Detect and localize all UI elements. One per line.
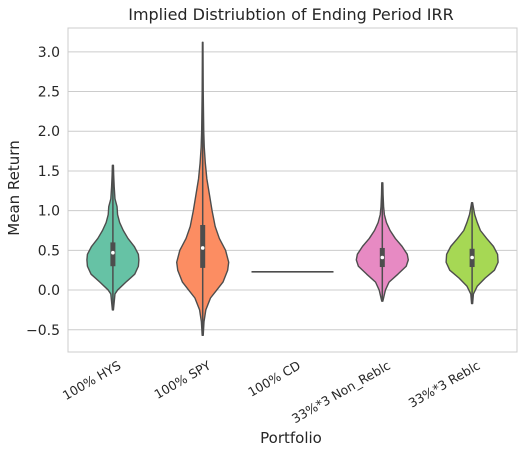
y-tick-label: 1.0: [38, 204, 60, 220]
x-tick-label: 33%*3 Non_Reblc: [289, 358, 393, 427]
x-tick-label: 100% SPY: [152, 357, 214, 401]
violin-median-point: [470, 255, 474, 260]
plot-frame: [67, 27, 518, 353]
grid-lines: [68, 51, 517, 331]
y-tick-label: 0.0: [38, 283, 60, 299]
y-tick-label: 0.5: [38, 243, 60, 259]
x-axis-label: Portfolio: [260, 429, 322, 447]
y-tick-label: 1.5: [38, 164, 60, 180]
x-tick-label: 100% HYS: [60, 358, 124, 403]
x-tick-label: 33%*3 Reblc: [406, 358, 483, 411]
violin-median-point: [111, 250, 115, 255]
y-tick-label: 2.5: [38, 85, 60, 101]
y-tick-label: −0.5: [26, 323, 60, 339]
violin-median-point: [200, 246, 205, 250]
x-tick-label: 100% CD: [245, 358, 303, 400]
y-axis-label: Mean Return: [5, 140, 23, 235]
violin-median-point: [380, 255, 385, 260]
chart-title: Implied Distriubtion of Ending Period IR…: [128, 5, 454, 24]
y-tick-label: 2.0: [38, 124, 60, 140]
y-tick-label: 3.0: [38, 45, 60, 61]
violins: [86, 41, 499, 337]
y-tick-labels: −0.5 0.0 0.5 1.0 1.5 2.0 2.5 3.0: [26, 45, 60, 339]
